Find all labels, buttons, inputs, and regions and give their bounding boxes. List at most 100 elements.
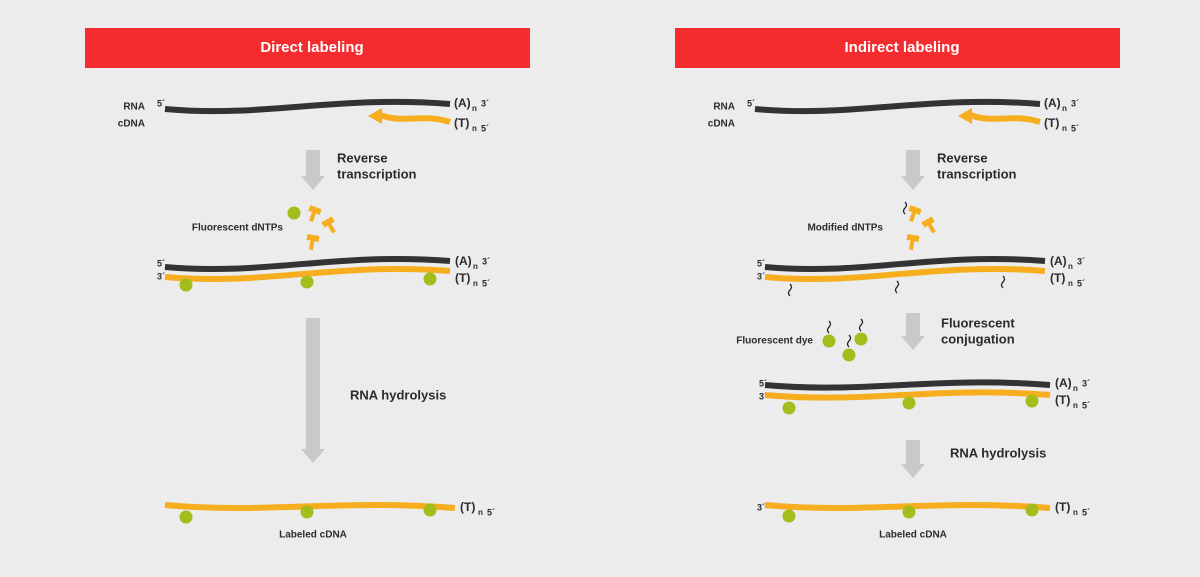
poly-label: (A) xyxy=(1044,96,1061,110)
process-arrow xyxy=(906,440,920,464)
subscript: n xyxy=(473,262,478,271)
subscript: n xyxy=(1068,262,1073,271)
end-label: 5´ xyxy=(482,278,490,288)
end-label: 5´ xyxy=(1077,278,1085,288)
poly-label: (A) xyxy=(1055,376,1072,390)
end-label: 3´ xyxy=(757,502,765,512)
end-label: 3´ xyxy=(157,271,165,281)
panel-title: Direct labeling xyxy=(260,39,363,56)
end-label: 3´ xyxy=(1082,378,1090,388)
step-label: transcription xyxy=(937,166,1017,181)
fluorophore xyxy=(1025,503,1039,517)
modification xyxy=(826,320,832,334)
panel-header xyxy=(675,28,1120,68)
end-label: 5´ xyxy=(1082,507,1090,517)
dntp-stem xyxy=(908,240,915,251)
dntp-bar xyxy=(906,234,920,242)
rna-label: RNA xyxy=(123,102,145,113)
modification xyxy=(902,201,908,215)
synthesis-arrow-head xyxy=(368,108,382,124)
fluorophore xyxy=(179,510,193,524)
subscript: n xyxy=(1062,104,1067,113)
poly-label: (A) xyxy=(1050,254,1067,268)
end-label: 3´ xyxy=(1077,256,1085,266)
step-label: transcription xyxy=(337,166,417,181)
fluorophore xyxy=(287,206,301,220)
process-arrow xyxy=(906,150,920,176)
end-label: 5´ xyxy=(481,123,489,133)
fluorophore xyxy=(179,278,193,292)
dntp-bar xyxy=(921,216,935,228)
poly-label: (T) xyxy=(454,116,469,130)
fluorophore xyxy=(1025,394,1039,408)
end-label: 3´ xyxy=(759,391,767,401)
subscript: n xyxy=(478,508,483,517)
product-label: Labeled cDNA xyxy=(879,530,947,541)
step-label: RNA hydrolysis xyxy=(350,387,446,402)
process-arrow-head xyxy=(901,336,925,350)
dntp xyxy=(308,205,322,222)
fluorophore xyxy=(423,272,437,286)
subscript: n xyxy=(1073,384,1078,393)
cdna-label: cDNA xyxy=(708,119,735,130)
dntp-stem xyxy=(927,223,936,234)
end-label: 3´ xyxy=(482,256,490,266)
poly-label: (T) xyxy=(1050,271,1065,285)
fluorophore xyxy=(782,401,796,415)
process-arrow xyxy=(906,313,920,336)
fluorophore xyxy=(854,332,868,346)
fluorophore xyxy=(822,334,836,348)
poly-label: (T) xyxy=(1044,116,1059,130)
strand xyxy=(764,502,1051,511)
strand xyxy=(764,379,1051,391)
end-label: 5´ xyxy=(157,258,165,268)
step-label: Fluorescent xyxy=(941,315,1015,330)
fluorophore xyxy=(300,505,314,519)
dntp-stem xyxy=(327,223,336,234)
poly-label: (T) xyxy=(455,271,470,285)
step-label: conjugation xyxy=(941,331,1015,346)
strand xyxy=(164,98,451,115)
modification xyxy=(787,283,793,297)
poly-label: (T) xyxy=(460,500,475,514)
process-arrow-head xyxy=(301,176,325,190)
subscript: n xyxy=(1062,124,1067,133)
poly-label: (T) xyxy=(1055,393,1070,407)
strand xyxy=(764,265,1046,283)
process-arrow xyxy=(306,318,320,449)
step-label: Reverse xyxy=(937,150,988,165)
modification xyxy=(858,318,864,332)
synthesis-arrow-head xyxy=(958,108,972,124)
dntp-stem xyxy=(308,240,315,251)
subscript: n xyxy=(472,124,477,133)
reagent-label: Modified dNTPs xyxy=(807,223,883,234)
end-label: 5´ xyxy=(157,98,165,108)
dntp xyxy=(306,234,320,251)
strand xyxy=(764,255,1046,273)
dntp-bar xyxy=(306,234,320,242)
end-label: 5´ xyxy=(747,98,755,108)
fluorophore xyxy=(782,509,796,523)
strand xyxy=(968,112,1041,125)
fluorophore xyxy=(842,348,856,362)
end-label: 5´ xyxy=(1082,400,1090,410)
subscript: n xyxy=(1073,401,1078,410)
end-label: 3´ xyxy=(481,98,489,108)
panel-title: Indirect labeling xyxy=(844,39,959,56)
strand xyxy=(164,265,451,283)
subscript: n xyxy=(473,279,478,288)
subscript: n xyxy=(1068,279,1073,288)
step-label: Reverse xyxy=(337,150,388,165)
strand xyxy=(754,98,1041,115)
fluorophore xyxy=(300,275,314,289)
poly-label: (A) xyxy=(455,254,472,268)
end-label: 5´ xyxy=(759,378,767,388)
dntp-stem xyxy=(309,212,316,222)
dntp-bar xyxy=(308,205,322,215)
process-arrow-head xyxy=(301,449,325,463)
dntp-bar xyxy=(321,216,335,228)
end-label: 3´ xyxy=(1071,98,1079,108)
strand xyxy=(378,112,451,125)
